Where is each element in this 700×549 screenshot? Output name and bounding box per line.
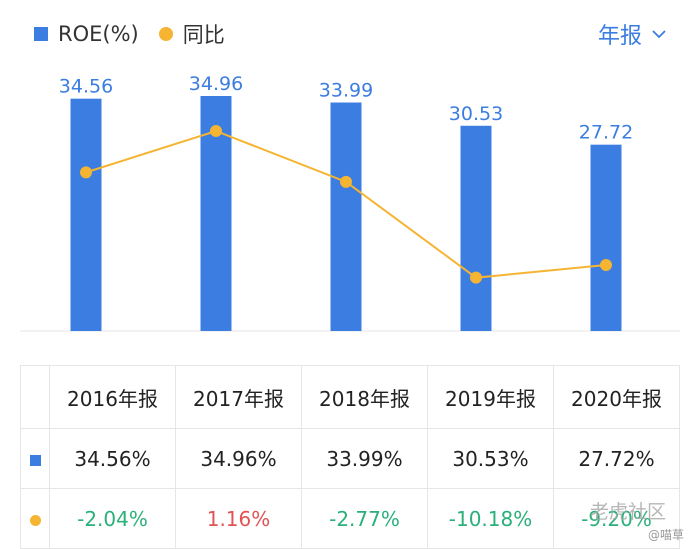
roe-bar: [590, 144, 622, 331]
roe-bar-label: 33.99: [319, 80, 373, 102]
period-selector-label: 年报: [597, 24, 642, 49]
yoy-legend-swatch: [158, 27, 173, 41]
column-header: 2018年报: [301, 365, 428, 429]
roe-cell: 27.72%: [553, 428, 680, 489]
chevron-down-icon: [652, 30, 666, 39]
yoy-point: [600, 259, 612, 271]
period-selector[interactable]: 年报: [597, 20, 666, 49]
roe-cell: 30.53%: [427, 428, 554, 489]
yoy-cell: -2.04%: [49, 488, 176, 549]
table-header-row: 2016年报 2017年报 2018年报 2019年报 2020年报: [20, 365, 680, 429]
yoy-cell: -2.77%: [301, 488, 428, 549]
yoy-row-marker: [20, 488, 50, 549]
table-corner-cell: [20, 365, 50, 429]
roe-row-marker: [20, 428, 50, 489]
column-header: 2020年报: [553, 365, 680, 429]
roe-cell: 34.96%: [175, 428, 302, 489]
yoy-cell: 1.16%: [175, 488, 302, 549]
roe-bar: [460, 125, 492, 331]
column-header: 2017年报: [175, 365, 302, 429]
yoy-cell: -10.18%: [427, 488, 554, 549]
table-row-yoy: -2.04% 1.16% -2.77% -10.18% -9.20%: [20, 488, 680, 549]
roe-bar: [70, 98, 102, 332]
roe-bar: [330, 102, 362, 331]
table-row-roe: 34.56% 34.96% 33.99% 30.53% 27.72%: [20, 428, 680, 489]
roe-bar-label: 30.53: [449, 103, 503, 125]
yoy-legend-label: 同比: [182, 23, 225, 47]
watermark-author: @喵草: [648, 528, 685, 542]
yoy-cell: -9.20%: [553, 488, 680, 549]
dot-icon: [29, 514, 41, 526]
yoy-point: [80, 166, 92, 179]
watermark-logo-text: 老虎社区: [590, 501, 667, 523]
roe-legend-label: ROE(%): [58, 22, 139, 46]
yoy-point: [470, 271, 482, 284]
roe-bar-label: 27.72: [579, 122, 633, 144]
column-header: 2019年报: [427, 365, 554, 429]
roe-bar-label: 34.56: [59, 76, 113, 98]
roe-cell: 33.99%: [301, 428, 428, 489]
roe-legend-swatch: [34, 27, 48, 41]
yoy-point: [340, 175, 352, 188]
roe-data-table: 2016年报 2017年报 2018年报 2019年报 2020年报 34.56…: [20, 365, 680, 549]
roe-bar-label: 34.96: [189, 73, 243, 95]
roe-chart: 34.56 34.96 33.99 30.53 27.72: [20, 73, 680, 332]
roe-cell: 34.56%: [49, 428, 176, 489]
column-header: 2016年报: [49, 365, 176, 429]
yoy-point: [210, 125, 222, 137]
square-icon: [29, 454, 41, 466]
chart-legend: ROE(%) 同比: [34, 20, 225, 48]
